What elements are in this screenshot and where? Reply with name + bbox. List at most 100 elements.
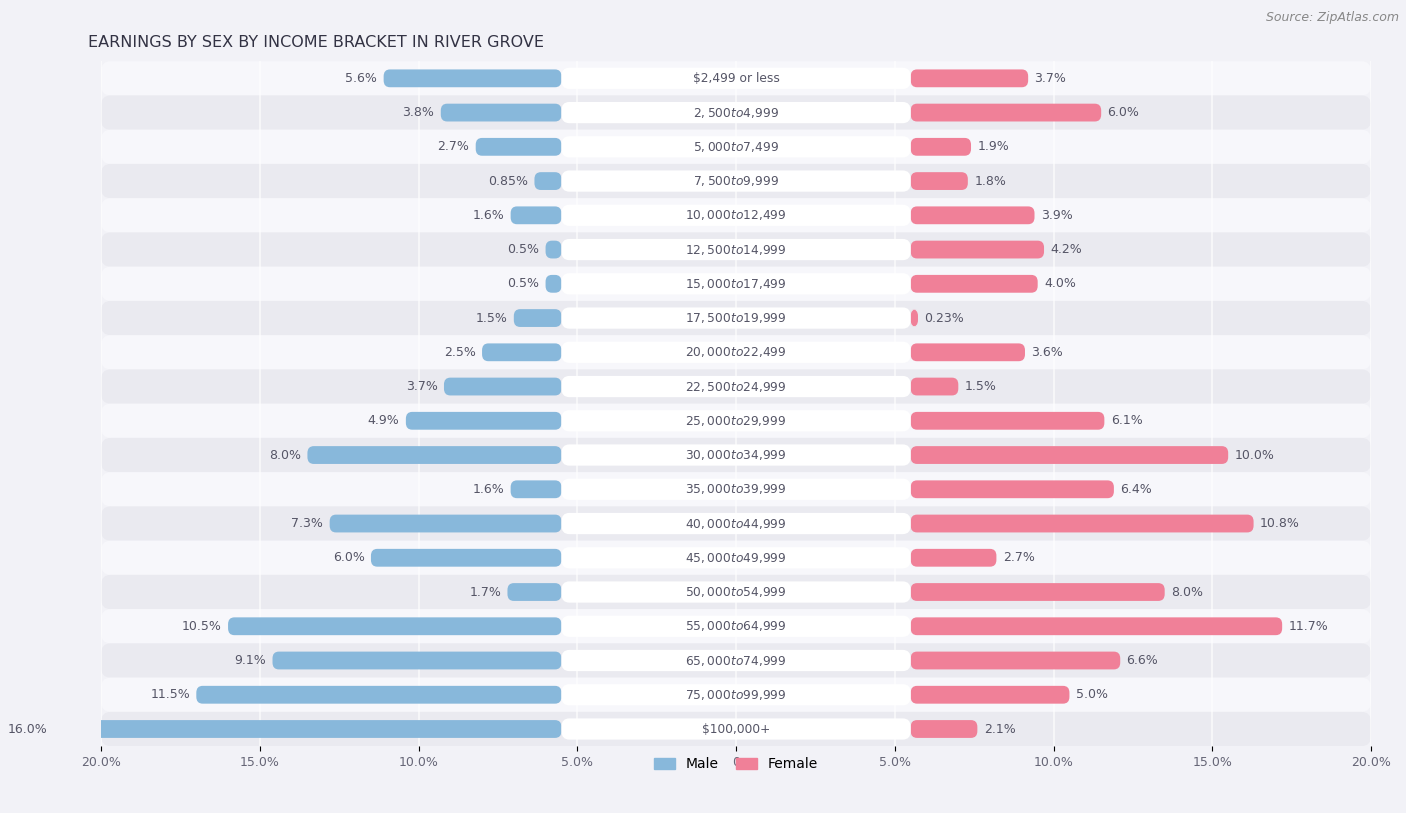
Text: 1.7%: 1.7% xyxy=(470,585,501,598)
FancyBboxPatch shape xyxy=(911,104,1101,121)
FancyBboxPatch shape xyxy=(911,241,1045,259)
Text: 6.0%: 6.0% xyxy=(1108,106,1139,119)
FancyBboxPatch shape xyxy=(911,275,1038,293)
FancyBboxPatch shape xyxy=(561,341,911,363)
Text: $10,000 to $12,499: $10,000 to $12,499 xyxy=(685,208,787,222)
Text: 5.6%: 5.6% xyxy=(346,72,377,85)
FancyBboxPatch shape xyxy=(911,172,967,190)
FancyBboxPatch shape xyxy=(101,506,1371,541)
Text: $2,500 to $4,999: $2,500 to $4,999 xyxy=(693,106,779,120)
Text: EARNINGS BY SEX BY INCOME BRACKET IN RIVER GROVE: EARNINGS BY SEX BY INCOME BRACKET IN RIV… xyxy=(89,35,544,50)
FancyBboxPatch shape xyxy=(561,411,911,432)
Text: 1.5%: 1.5% xyxy=(475,311,508,324)
FancyBboxPatch shape xyxy=(482,343,561,361)
FancyBboxPatch shape xyxy=(273,651,561,669)
FancyBboxPatch shape xyxy=(101,267,1371,301)
FancyBboxPatch shape xyxy=(911,651,1121,669)
Text: 0.5%: 0.5% xyxy=(508,277,540,290)
Text: $45,000 to $49,999: $45,000 to $49,999 xyxy=(685,550,787,565)
FancyBboxPatch shape xyxy=(101,643,1371,677)
FancyBboxPatch shape xyxy=(911,480,1114,498)
FancyBboxPatch shape xyxy=(561,102,911,124)
Text: 2.7%: 2.7% xyxy=(437,141,470,154)
Text: $2,499 or less: $2,499 or less xyxy=(693,72,779,85)
FancyBboxPatch shape xyxy=(561,581,911,602)
Text: $65,000 to $74,999: $65,000 to $74,999 xyxy=(685,654,787,667)
Text: 0.85%: 0.85% xyxy=(488,175,529,188)
FancyBboxPatch shape xyxy=(444,378,561,395)
Text: 1.8%: 1.8% xyxy=(974,175,1007,188)
FancyBboxPatch shape xyxy=(561,685,911,706)
FancyBboxPatch shape xyxy=(561,239,911,260)
FancyBboxPatch shape xyxy=(329,515,561,533)
FancyBboxPatch shape xyxy=(561,67,911,89)
Text: $12,500 to $14,999: $12,500 to $14,999 xyxy=(685,242,787,257)
FancyBboxPatch shape xyxy=(101,130,1371,164)
Text: $25,000 to $29,999: $25,000 to $29,999 xyxy=(686,414,787,428)
FancyBboxPatch shape xyxy=(101,198,1371,233)
FancyBboxPatch shape xyxy=(510,207,561,224)
Text: 6.1%: 6.1% xyxy=(1111,415,1143,428)
Text: $30,000 to $34,999: $30,000 to $34,999 xyxy=(685,448,787,462)
Text: 6.4%: 6.4% xyxy=(1121,483,1152,496)
Text: 10.8%: 10.8% xyxy=(1260,517,1299,530)
Text: 4.0%: 4.0% xyxy=(1045,277,1076,290)
Text: 1.6%: 1.6% xyxy=(472,483,505,496)
FancyBboxPatch shape xyxy=(406,412,561,430)
FancyBboxPatch shape xyxy=(561,376,911,398)
Text: 7.3%: 7.3% xyxy=(291,517,323,530)
FancyBboxPatch shape xyxy=(508,583,561,601)
Text: 8.0%: 8.0% xyxy=(1171,585,1204,598)
FancyBboxPatch shape xyxy=(561,547,911,568)
FancyBboxPatch shape xyxy=(561,479,911,500)
Text: 8.0%: 8.0% xyxy=(269,449,301,462)
FancyBboxPatch shape xyxy=(101,61,1371,95)
Text: 6.6%: 6.6% xyxy=(1126,654,1159,667)
FancyBboxPatch shape xyxy=(53,720,561,738)
Text: $35,000 to $39,999: $35,000 to $39,999 xyxy=(685,482,787,496)
FancyBboxPatch shape xyxy=(101,712,1371,746)
FancyBboxPatch shape xyxy=(308,446,561,464)
FancyBboxPatch shape xyxy=(546,241,561,259)
Text: 0.5%: 0.5% xyxy=(508,243,540,256)
FancyBboxPatch shape xyxy=(911,446,1229,464)
Text: $50,000 to $54,999: $50,000 to $54,999 xyxy=(685,585,787,599)
FancyBboxPatch shape xyxy=(441,104,561,121)
FancyBboxPatch shape xyxy=(911,207,1035,224)
FancyBboxPatch shape xyxy=(534,172,561,190)
Text: 5.0%: 5.0% xyxy=(1076,689,1108,702)
FancyBboxPatch shape xyxy=(101,541,1371,575)
FancyBboxPatch shape xyxy=(911,515,1254,533)
Text: 1.5%: 1.5% xyxy=(965,380,997,393)
FancyBboxPatch shape xyxy=(101,95,1371,130)
Text: 11.5%: 11.5% xyxy=(150,689,190,702)
Text: $40,000 to $44,999: $40,000 to $44,999 xyxy=(685,516,787,531)
Text: 2.7%: 2.7% xyxy=(1002,551,1035,564)
Text: $5,000 to $7,499: $5,000 to $7,499 xyxy=(693,140,779,154)
FancyBboxPatch shape xyxy=(911,69,1028,87)
FancyBboxPatch shape xyxy=(101,677,1371,712)
FancyBboxPatch shape xyxy=(911,549,997,567)
FancyBboxPatch shape xyxy=(911,309,918,327)
Text: 3.6%: 3.6% xyxy=(1032,346,1063,359)
FancyBboxPatch shape xyxy=(561,137,911,158)
Text: 11.7%: 11.7% xyxy=(1288,620,1329,633)
Text: 10.0%: 10.0% xyxy=(1234,449,1274,462)
FancyBboxPatch shape xyxy=(911,583,1164,601)
FancyBboxPatch shape xyxy=(561,307,911,328)
FancyBboxPatch shape xyxy=(384,69,561,87)
FancyBboxPatch shape xyxy=(546,275,561,293)
FancyBboxPatch shape xyxy=(561,171,911,192)
Text: 3.8%: 3.8% xyxy=(402,106,434,119)
FancyBboxPatch shape xyxy=(911,138,972,156)
Text: 16.0%: 16.0% xyxy=(7,723,46,736)
FancyBboxPatch shape xyxy=(561,445,911,466)
FancyBboxPatch shape xyxy=(101,233,1371,267)
FancyBboxPatch shape xyxy=(561,615,911,637)
FancyBboxPatch shape xyxy=(911,720,977,738)
Text: $17,500 to $19,999: $17,500 to $19,999 xyxy=(685,311,787,325)
FancyBboxPatch shape xyxy=(561,205,911,226)
Text: 4.9%: 4.9% xyxy=(368,415,399,428)
FancyBboxPatch shape xyxy=(101,369,1371,404)
FancyBboxPatch shape xyxy=(911,686,1070,704)
